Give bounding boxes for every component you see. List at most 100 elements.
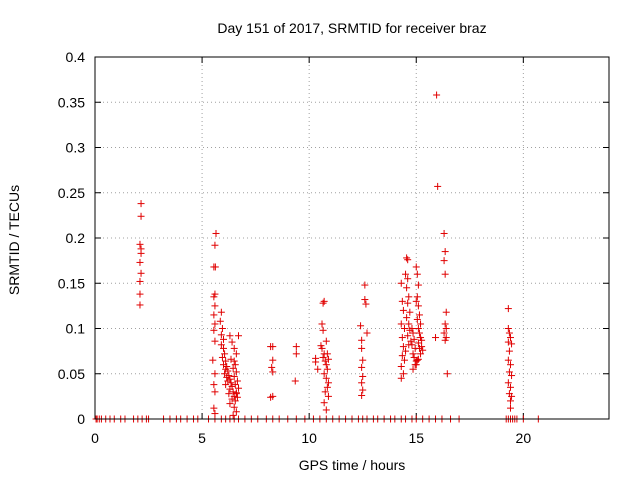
- data-point: [397, 374, 405, 382]
- data-point: [322, 361, 330, 369]
- data-point: [221, 350, 229, 358]
- data-point: [210, 381, 218, 389]
- data-point: [227, 355, 235, 363]
- data-point: [217, 341, 225, 349]
- data-point: [220, 361, 227, 369]
- data-point: [506, 361, 514, 369]
- data-point: [136, 290, 144, 298]
- data-point: [324, 392, 332, 400]
- data-point: [415, 311, 423, 319]
- data-point: [414, 355, 422, 363]
- data-point: [312, 354, 320, 362]
- data-point: [412, 361, 420, 369]
- data-point: [358, 363, 366, 371]
- data-point: [227, 379, 235, 387]
- data-point: [440, 257, 448, 265]
- data-point: [221, 370, 229, 378]
- data-point: [323, 365, 331, 373]
- data-point: [228, 395, 236, 403]
- data-point: [211, 410, 219, 418]
- data-point: [322, 337, 330, 345]
- data-point: [269, 356, 277, 364]
- data-point: [403, 314, 411, 322]
- data-point: [441, 270, 449, 278]
- data-point: [417, 320, 425, 328]
- data-point: [323, 383, 331, 391]
- data-point: [216, 317, 224, 325]
- data-point: [136, 258, 144, 266]
- data-point: [415, 344, 423, 352]
- y-tick-label: 0.2: [66, 230, 86, 246]
- data-point: [443, 370, 451, 378]
- data-point: [323, 350, 331, 358]
- grid-lines: [95, 57, 609, 419]
- data-point: [230, 372, 238, 380]
- data-point: [508, 340, 516, 348]
- data-point: [232, 390, 240, 398]
- data-point: [506, 383, 514, 391]
- data-point: [363, 329, 371, 337]
- data-point: [318, 344, 326, 352]
- data-point: [230, 357, 238, 365]
- data-point: [269, 368, 277, 376]
- data-point: [397, 279, 405, 287]
- plot-frame: [94, 56, 610, 420]
- data-point: [506, 334, 514, 342]
- data-point: [405, 320, 413, 328]
- data-point: [358, 344, 366, 352]
- data-point: [419, 346, 427, 354]
- data-point: [210, 326, 218, 334]
- data-point: [414, 339, 422, 347]
- data-point: [399, 343, 407, 351]
- data-point: [408, 341, 416, 349]
- data-point: [399, 370, 407, 378]
- data-point: [211, 337, 219, 345]
- data-point: [229, 364, 237, 372]
- data-point: [212, 229, 220, 237]
- data-point: [403, 284, 411, 292]
- data-point: [225, 390, 233, 398]
- data-point: [228, 338, 236, 346]
- data-point: [230, 403, 238, 411]
- data-point: [217, 308, 225, 316]
- data-point: [359, 386, 367, 394]
- data-point: [413, 356, 421, 364]
- data-point: [441, 336, 449, 344]
- y-tick-label: 0.3: [66, 140, 86, 156]
- data-point: [137, 269, 145, 277]
- data-point: [417, 350, 425, 358]
- data-point: [414, 325, 422, 332]
- data-point: [403, 254, 411, 262]
- data-point: [218, 325, 226, 332]
- data-point: [404, 299, 412, 307]
- data-point: [211, 320, 219, 328]
- data-point: [409, 329, 417, 337]
- data-point: [434, 182, 442, 190]
- data-point: [223, 373, 231, 381]
- x-tick-label: 20: [516, 430, 532, 446]
- data-point: [269, 343, 277, 351]
- data-point: [229, 411, 237, 419]
- data-point: [504, 305, 512, 313]
- data-point: [414, 302, 422, 310]
- data-point: [232, 368, 240, 376]
- data-point: [357, 322, 365, 330]
- data-point: [407, 337, 415, 345]
- data-point: [318, 320, 326, 328]
- y-tick-label: 0.15: [58, 275, 85, 291]
- data-point: [220, 335, 227, 343]
- data-point: [433, 91, 441, 99]
- chart-title: Day 151 of 2017, SRMTID for receiver bra…: [217, 20, 486, 36]
- data-point: [211, 388, 219, 396]
- axis-ticks: 0 0.05 0.1 0.15 0.2 0.25 0.3 0.35 0.4 0 5 10 15 20: [58, 49, 609, 446]
- data-point: [409, 365, 417, 373]
- y-tick-label: 0.1: [66, 321, 86, 337]
- data-point: [209, 356, 217, 364]
- data-point: [362, 300, 370, 308]
- data-point: [504, 325, 512, 332]
- data-point: [400, 356, 408, 364]
- data-point: [211, 302, 219, 310]
- data-point: [406, 308, 414, 316]
- data-point: [398, 334, 406, 342]
